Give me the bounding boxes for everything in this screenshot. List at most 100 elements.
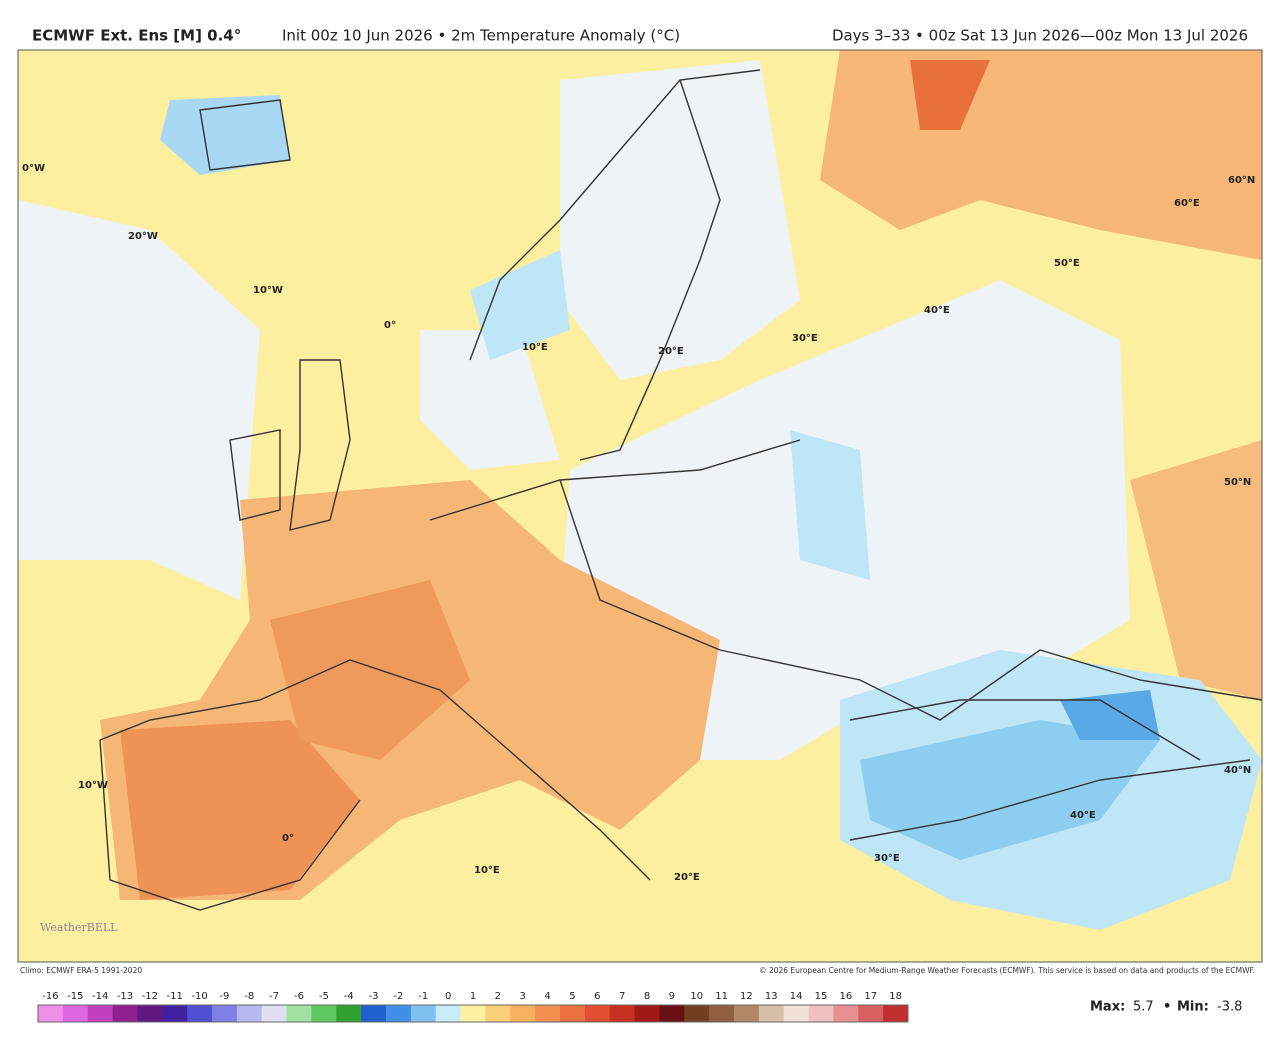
colorbar-tick-label: 5 xyxy=(569,991,575,1002)
colorbar-cell xyxy=(535,1005,561,1022)
colorbar-tick-label: 15 xyxy=(815,991,828,1002)
colorbar-cell xyxy=(734,1005,760,1022)
colorbar-tick-label: -15 xyxy=(67,991,83,1002)
colorbar-cell xyxy=(212,1005,238,1022)
colorbar-cell xyxy=(187,1005,213,1022)
separator: • xyxy=(1163,1000,1171,1015)
colorbar-tick-label: 12 xyxy=(740,991,753,1002)
map-frame xyxy=(17,49,1263,963)
colorbar-tick-label: 1 xyxy=(470,991,476,1002)
colorbar-tick-label: -2 xyxy=(393,991,403,1002)
colorbar-cell xyxy=(112,1005,138,1022)
grid-label: 20°W xyxy=(128,231,158,242)
colorbar-tick-label: 0 xyxy=(445,991,451,1002)
colorbar-tick-label: 2 xyxy=(495,991,501,1002)
colorbar-tick-label: 8 xyxy=(644,991,650,1002)
colorbar-cell xyxy=(336,1005,362,1022)
colorbar-tick-label: 10 xyxy=(690,991,703,1002)
colorbar-cell xyxy=(261,1005,288,1022)
grid-label: 10°E xyxy=(474,865,500,876)
colorbar-tick-label: -4 xyxy=(344,991,354,1002)
colorbar-cell xyxy=(560,1005,586,1022)
colorbar-tick-label: -8 xyxy=(244,991,254,1002)
colorbar-cell xyxy=(87,1005,114,1022)
colorbar-tick-label: -13 xyxy=(117,991,133,1002)
colorbar-cell xyxy=(510,1005,536,1022)
colorbar-tick-label: 14 xyxy=(790,991,803,1002)
colorbar-cell xyxy=(584,1005,611,1022)
map xyxy=(17,49,1263,963)
period-title: Days 3–33 • 00z Sat 13 Jun 2026—00z Mon … xyxy=(832,27,1248,45)
watermark: WeatherBELL xyxy=(40,921,118,934)
colorbar-cell xyxy=(435,1005,462,1022)
grid-label: 20°E xyxy=(658,346,684,357)
colorbar-tick-label: -9 xyxy=(219,991,229,1002)
colorbar-tick-label: -12 xyxy=(142,991,158,1002)
colorbar-cell xyxy=(386,1005,412,1022)
colorbar-tick-label: 3 xyxy=(520,991,526,1002)
colorbar-tick-label: 4 xyxy=(544,991,550,1002)
colorbar-tick-label: 13 xyxy=(765,991,778,1002)
colorbar-cell xyxy=(236,1005,263,1022)
colorbar-cell xyxy=(709,1005,735,1022)
grid-label: 10°E xyxy=(522,342,548,353)
colorbar-tick-label: -11 xyxy=(167,991,183,1002)
colorbar-cell xyxy=(833,1005,859,1022)
grid-label: 50°E xyxy=(1054,258,1080,269)
colorbar-cell xyxy=(361,1005,387,1022)
grid-label: 30°E xyxy=(874,853,900,864)
colorbar-cell xyxy=(634,1005,660,1022)
colorbar-tick-label: 6 xyxy=(594,991,600,1002)
colorbar-tick-label: 16 xyxy=(839,991,852,1002)
colorbar-tick-label: -14 xyxy=(92,991,108,1002)
colorbar-cell xyxy=(659,1005,685,1022)
colorbar-tick-label: 17 xyxy=(864,991,877,1002)
grid-labels: 0°W 20°W 10°W 0° 10°E 20°E 30°E 40°E 50°E 60°E 60°… xyxy=(22,163,1255,934)
grid-label: 50°N xyxy=(1224,477,1251,488)
min-label: Min: xyxy=(1177,1000,1209,1015)
colorbar-tick-label: -10 xyxy=(191,991,207,1002)
colorbar-tick-label: -7 xyxy=(269,991,279,1002)
colorbar-tick-label: 9 xyxy=(669,991,675,1002)
max-value: 5.7 xyxy=(1133,1000,1154,1015)
colorbar-cell xyxy=(609,1005,636,1022)
colorbar-cell xyxy=(758,1005,785,1022)
grid-label: 20°E xyxy=(674,872,700,883)
colorbar-cell xyxy=(783,1005,810,1022)
colorbar-tick-label: 18 xyxy=(889,991,902,1002)
colorbar-tick-label: -3 xyxy=(369,991,379,1002)
grid-label: 40°E xyxy=(1070,810,1096,821)
colorbar-cell xyxy=(38,1005,64,1022)
grid-label: 60°N xyxy=(1228,175,1255,186)
colorbar-cell xyxy=(137,1005,163,1022)
colorbar-cell xyxy=(62,1005,89,1022)
copyright: © 2026 European Centre for Medium-Range … xyxy=(759,966,1255,975)
colorbar-frame xyxy=(37,1004,909,1023)
grid-label: 40°E xyxy=(924,305,950,316)
climo: Climo: ECMWF ERA-5 1991-2020 xyxy=(20,966,142,975)
colorbar-tick-label: -6 xyxy=(294,991,304,1002)
colorbar-tick-label: 11 xyxy=(715,991,728,1002)
grid-label: 30°E xyxy=(792,333,818,344)
max-label: Max: xyxy=(1090,1000,1125,1015)
colorbar-cell xyxy=(460,1005,486,1022)
colorbar-cell xyxy=(684,1005,710,1022)
grid-label: 60°E xyxy=(1174,198,1200,209)
colorbar: -16 -15 -14 -13 -12 -11 -10 -9 -8 -7 -6 -5 -4 -3 -2 -1 0… xyxy=(37,991,909,1023)
grid-label: 10°W xyxy=(78,780,108,791)
colorbar-cell xyxy=(883,1005,909,1022)
colorbar-cell xyxy=(162,1005,188,1022)
grid-label: 40°N xyxy=(1224,765,1251,776)
grid-label: 0°W xyxy=(22,163,45,174)
colorbar-cell xyxy=(485,1005,511,1022)
model-title: ECMWF Ext. Ens [M] 0.4° xyxy=(32,27,241,45)
colorbar-cell xyxy=(858,1005,884,1022)
colorbar-tick-label: 7 xyxy=(619,991,625,1002)
grid-label: 10°W xyxy=(253,285,283,296)
init-title: Init 00z 10 Jun 2026 • 2m Temperature An… xyxy=(282,27,680,45)
colorbar-cell xyxy=(410,1005,437,1022)
colorbar-cell xyxy=(311,1005,337,1022)
colorbar-tick-label: -16 xyxy=(42,991,58,1002)
min-value: -3.8 xyxy=(1217,1000,1242,1015)
